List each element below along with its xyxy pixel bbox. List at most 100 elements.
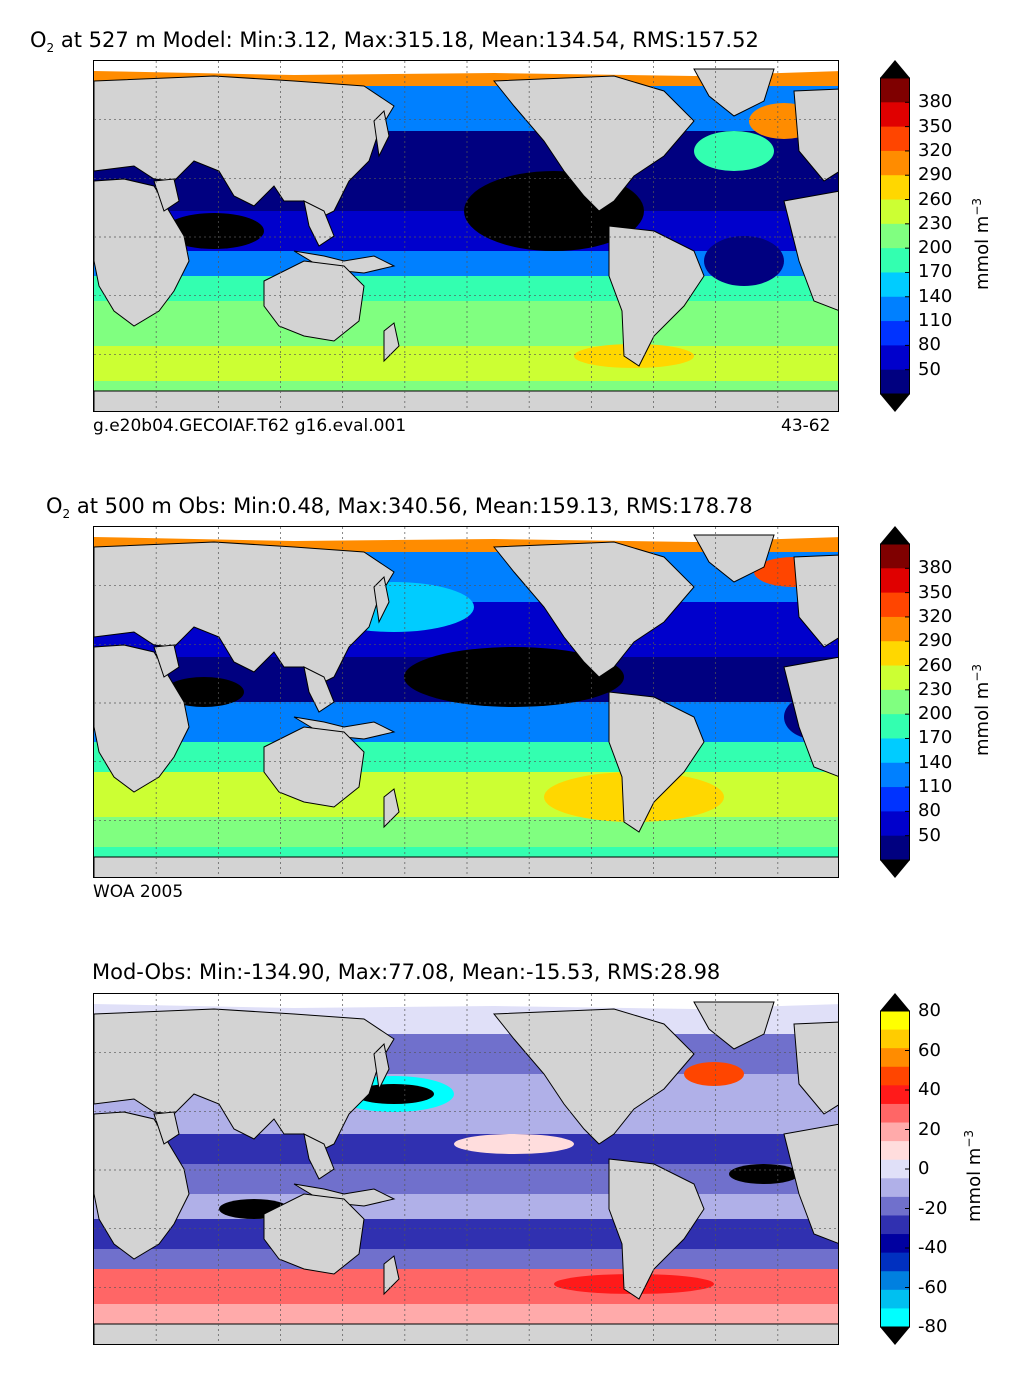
colorbar-swatch bbox=[880, 1122, 910, 1142]
ocean-band bbox=[94, 1164, 838, 1194]
land-southamerica bbox=[608, 225, 705, 367]
colorbar-swatch bbox=[880, 1178, 910, 1198]
colorbar-swatch bbox=[880, 150, 910, 176]
colorbar-tick-label: 170 bbox=[918, 261, 953, 283]
land-masses bbox=[94, 68, 838, 411]
land-arabia bbox=[153, 1111, 180, 1145]
land-northamerica bbox=[492, 1008, 695, 1145]
land-northamerica bbox=[492, 541, 695, 678]
land-africa_e bbox=[783, 656, 838, 777]
colorbar-tick-label: 290 bbox=[918, 164, 953, 186]
land-africa bbox=[94, 644, 190, 793]
colorbar-extend-bottom bbox=[880, 1327, 910, 1345]
colorbar-swatch bbox=[880, 1029, 910, 1049]
land-australia bbox=[263, 1193, 365, 1275]
colorbar-swatch bbox=[880, 223, 910, 249]
colorbar-tick-label: -40 bbox=[918, 1237, 948, 1258]
no-data-region bbox=[94, 527, 838, 542]
land-europe_e bbox=[793, 88, 838, 182]
colorbar-extend-top bbox=[880, 526, 910, 544]
colorbar-extend-bottom bbox=[880, 394, 910, 412]
colorbar-swatch bbox=[880, 1011, 910, 1031]
colorbar-border bbox=[880, 543, 910, 861]
colorbar-tick-label: 40 bbox=[918, 1079, 941, 1100]
colorbar-tick-label: 380 bbox=[918, 557, 953, 579]
land-indochina bbox=[303, 666, 335, 713]
ocean-band bbox=[94, 1269, 838, 1304]
colorbar-swatch bbox=[880, 762, 910, 788]
no-data-region bbox=[94, 61, 838, 76]
ocean-feature bbox=[729, 1164, 799, 1184]
map-diff-svg bbox=[94, 994, 838, 1344]
land-europe_e bbox=[793, 554, 838, 648]
colorbar-swatch bbox=[880, 1196, 910, 1216]
colorbar-swatch bbox=[880, 199, 910, 225]
graticule bbox=[94, 994, 838, 1344]
colorbar-border bbox=[880, 77, 910, 395]
land-northamerica bbox=[492, 75, 695, 212]
land-nz bbox=[383, 322, 400, 363]
land-japan bbox=[373, 575, 390, 624]
ocean-band bbox=[94, 817, 838, 847]
colorbar-swatch bbox=[880, 787, 910, 812]
colorbar-tick-label: 140 bbox=[918, 285, 953, 307]
ocean-feature bbox=[164, 677, 244, 707]
colorbar-swatch bbox=[880, 1141, 910, 1161]
colorbar-swatch bbox=[880, 102, 910, 128]
colorbar-tick-label: 260 bbox=[918, 188, 953, 210]
colorbar-tick-label: 200 bbox=[918, 237, 953, 259]
ocean-band bbox=[94, 1304, 838, 1324]
colorbar-tick-label: 230 bbox=[918, 212, 953, 234]
colorbar-swatch bbox=[880, 616, 910, 642]
land-greenland bbox=[693, 1001, 775, 1050]
land-southamerica bbox=[608, 691, 705, 833]
colorbar-tick-label: 140 bbox=[918, 751, 953, 773]
ocean-band bbox=[94, 346, 838, 381]
land-arabia bbox=[153, 644, 180, 678]
land-japan bbox=[373, 109, 390, 158]
ocean-feature bbox=[354, 1084, 434, 1104]
ocean-band bbox=[94, 702, 838, 742]
ocean-feature bbox=[164, 213, 264, 249]
colorbar-tick-label: 290 bbox=[918, 630, 953, 652]
colorbar-tick-label: 380 bbox=[918, 91, 953, 113]
colorbar-diff-unit: mmol m−3 bbox=[962, 1129, 985, 1222]
colorbar-swatch bbox=[880, 641, 910, 667]
colorbar-tick-label: 260 bbox=[918, 654, 953, 676]
land-indochina bbox=[303, 1133, 335, 1180]
caption-model-years: 43-62 bbox=[781, 416, 831, 436]
graticule bbox=[94, 527, 838, 877]
land-southamerica bbox=[608, 1158, 705, 1300]
colorbar-swatch bbox=[880, 714, 910, 739]
map-model bbox=[93, 60, 839, 412]
land-indochina bbox=[303, 200, 335, 247]
colorbar-obs bbox=[880, 526, 910, 878]
ocean-band bbox=[94, 301, 838, 346]
colorbar-swatch bbox=[880, 665, 910, 691]
colorbar-tick-label: 80 bbox=[918, 1000, 941, 1021]
land-antarctica bbox=[94, 1323, 838, 1344]
panel-title-obs: O2 at 500 m Obs: Min:0.48, Max:340.56, M… bbox=[46, 494, 753, 522]
land-australia bbox=[263, 726, 365, 808]
ocean-band bbox=[94, 742, 838, 772]
map-obs-svg bbox=[94, 527, 838, 877]
ocean-band bbox=[94, 1194, 838, 1219]
colorbar-swatch bbox=[880, 568, 910, 594]
land-greenland bbox=[693, 534, 775, 583]
colorbar-tick-label: -80 bbox=[918, 1316, 948, 1337]
colorbar-model bbox=[880, 60, 910, 412]
colorbar-swatch bbox=[880, 1066, 910, 1086]
colorbar-swatch bbox=[880, 1252, 910, 1272]
colorbar-swatch bbox=[880, 1085, 910, 1105]
colorbar-tick-label: 0 bbox=[918, 1158, 930, 1179]
colorbar-swatch bbox=[880, 126, 910, 152]
ocean-feature bbox=[704, 236, 784, 286]
land-greenland bbox=[693, 68, 775, 117]
colorbar-swatch bbox=[880, 1048, 910, 1068]
colorbar-tick-label: 110 bbox=[918, 310, 953, 332]
colorbar-swatch bbox=[880, 248, 910, 273]
colorbar-swatch bbox=[880, 1234, 910, 1254]
colorbar-swatch bbox=[880, 1271, 910, 1291]
colorbar-swatch bbox=[880, 1215, 910, 1235]
colorbar-tick-label: 80 bbox=[918, 334, 941, 356]
